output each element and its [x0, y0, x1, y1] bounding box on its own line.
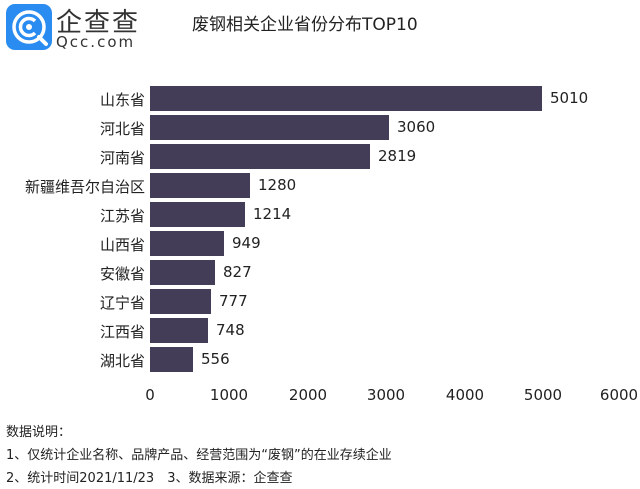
brand-name-en: Qcc.com — [56, 33, 136, 51]
x-tick: 3000 — [366, 386, 406, 404]
value-label: 1214 — [253, 205, 292, 223]
category-label: 河南省 — [99, 149, 145, 167]
notes-heading: 数据说明： — [6, 425, 72, 440]
bar-row: 山东省 5010 — [0, 86, 640, 111]
category-label: 山东省 — [99, 91, 145, 109]
category-label: 辽宁省 — [99, 294, 145, 312]
value-label: 3060 — [397, 118, 436, 136]
category-label: 新疆维吾尔自治区 — [24, 178, 145, 196]
value-label: 5010 — [550, 89, 589, 107]
bar — [150, 144, 370, 169]
bar — [150, 86, 542, 111]
x-tick: 4000 — [445, 386, 485, 404]
x-tick: 5000 — [523, 386, 563, 404]
bar-row: 辽宁省 777 — [0, 289, 640, 314]
x-tick: 2000 — [288, 386, 328, 404]
bar — [150, 173, 250, 198]
notes-line-2: 2、统计时间2021/11/23 3、数据来源：企查查 — [6, 471, 293, 486]
bar-row: 江苏省 1214 — [0, 202, 640, 227]
bar — [150, 260, 215, 285]
category-label: 安徽省 — [99, 265, 145, 283]
bar-row: 山西省 949 — [0, 231, 640, 256]
category-label: 江苏省 — [99, 207, 145, 225]
value-label: 2819 — [378, 147, 417, 165]
x-tick: 0 — [145, 386, 155, 404]
bar-row: 河南省 2819 — [0, 144, 640, 169]
bar-row: 河北省 3060 — [0, 115, 640, 140]
category-label: 江西省 — [99, 323, 145, 341]
bar-row: 湖北省 556 — [0, 347, 640, 372]
value-label: 1280 — [258, 176, 297, 194]
value-label: 748 — [216, 321, 245, 339]
chart-title: 废钢相关企业省份分布TOP10 — [192, 15, 418, 35]
bar — [150, 347, 193, 372]
bar — [150, 289, 211, 314]
bar-row: 新疆维吾尔自治区 1280 — [0, 173, 640, 198]
bar-row: 江西省 748 — [0, 318, 640, 343]
value-label: 777 — [219, 292, 248, 310]
qcc-logo-icon — [6, 4, 52, 50]
value-label: 827 — [223, 263, 252, 281]
bar — [150, 231, 224, 256]
x-tick: 1000 — [209, 386, 249, 404]
category-label: 河北省 — [99, 120, 145, 138]
value-label: 949 — [232, 234, 261, 252]
brand-name-cn: 企查查 — [56, 8, 141, 38]
x-tick: 6000 — [599, 386, 639, 404]
notes-line-1: 1、仅统计企业名称、品牌产品、经营范围为“废钢”的在业存续企业 — [6, 448, 392, 463]
category-label: 湖北省 — [99, 352, 145, 370]
bar — [150, 202, 245, 227]
bar-row: 安徽省 827 — [0, 260, 640, 285]
bar — [150, 115, 389, 140]
bar — [150, 318, 208, 343]
value-label: 556 — [201, 350, 230, 368]
category-label: 山西省 — [99, 236, 145, 254]
